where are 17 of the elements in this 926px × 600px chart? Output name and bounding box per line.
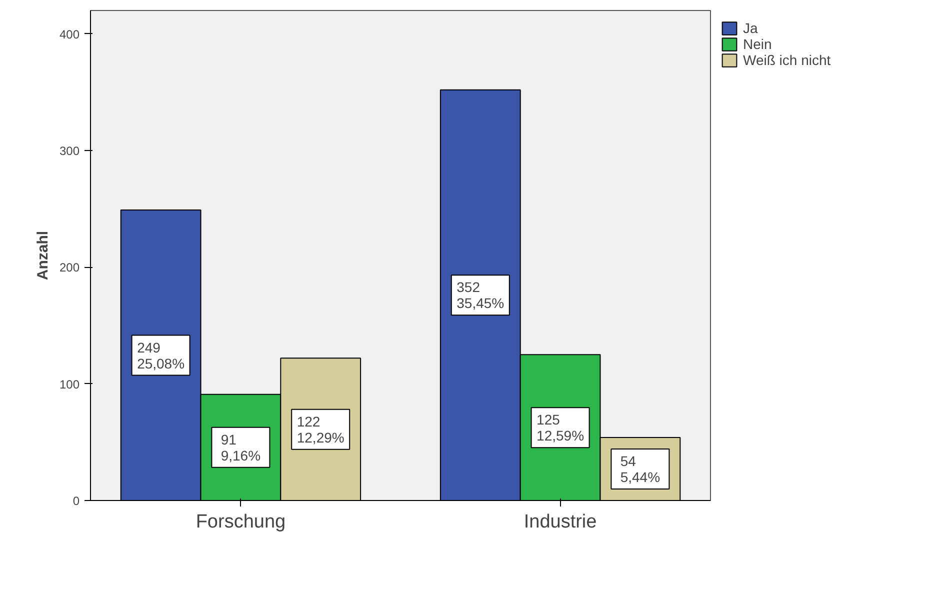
data-label: 352 35,45%: [456, 279, 504, 312]
y-tick-label: 100: [59, 377, 80, 392]
y-tick-label: 400: [59, 27, 80, 42]
legend-label: Weiß ich nicht: [743, 52, 831, 68]
y-tick-label: 300: [59, 144, 80, 158]
data-label: 122 12,29%: [296, 413, 344, 446]
data-label: 249 25,08%: [137, 339, 185, 372]
y-axis-title: Anzahl: [34, 230, 52, 280]
y-tick-label: 200: [59, 260, 80, 275]
y-tick-label: 0: [72, 494, 80, 508]
x-tick-label: Forschung: [196, 512, 286, 532]
legend-label: Ja: [743, 20, 759, 36]
data-label: 91 9,16%: [220, 431, 261, 464]
legend-label: Nein: [743, 36, 772, 52]
data-label: 125 12,59%: [536, 412, 584, 444]
data-label: 54 5,44%: [620, 453, 660, 485]
x-tick-label: Industrie: [524, 512, 597, 532]
